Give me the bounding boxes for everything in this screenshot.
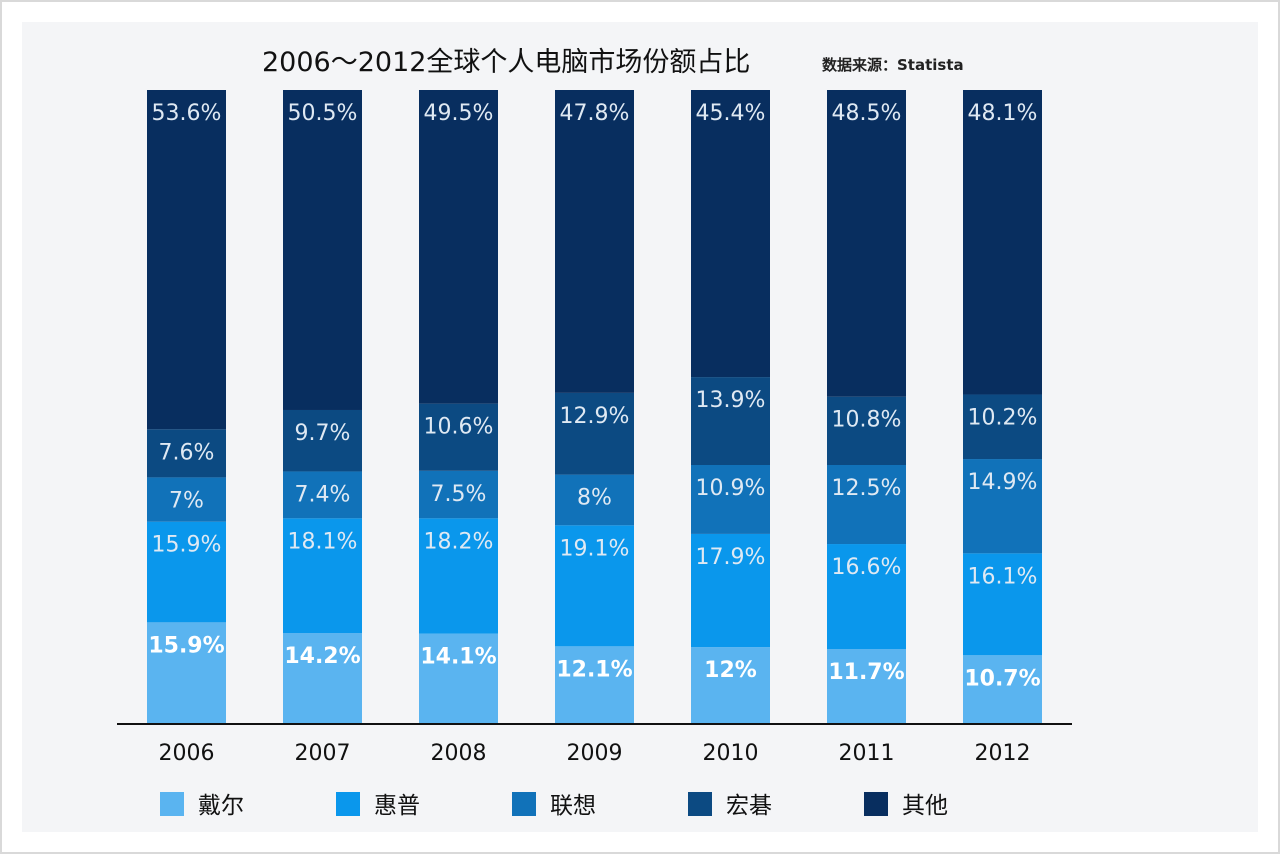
x-tick-label: 2012 xyxy=(975,741,1031,766)
bar-segment-others-2007 xyxy=(283,90,362,410)
bar-segment-acer-2012 xyxy=(963,394,1042,460)
data-label: 8% xyxy=(577,486,612,511)
bar-segment-hp-2011 xyxy=(827,544,906,650)
bar-segment-lenovo-2006 xyxy=(147,477,226,522)
legend-item-others: 其他 xyxy=(864,792,948,819)
data-label: 47.8% xyxy=(560,101,630,126)
data-label: 15.9% xyxy=(152,533,222,558)
bar-segment-dell-2006 xyxy=(147,622,226,723)
chart-source: 数据来源：Statista xyxy=(822,56,964,74)
bar-segment-hp-2007 xyxy=(283,518,362,634)
legend-swatch xyxy=(336,792,360,816)
legend-label: 其他 xyxy=(902,793,948,819)
bar-segment-others-2010 xyxy=(691,90,770,378)
data-label: 50.5% xyxy=(288,101,358,126)
data-label: 10.6% xyxy=(424,415,494,440)
bar-segment-lenovo-2007 xyxy=(283,471,362,519)
legend-swatch xyxy=(160,792,184,816)
bar-segment-hp-2008 xyxy=(419,518,498,634)
bar-segment-acer-2011 xyxy=(827,396,906,465)
x-tick-label: 2006 xyxy=(159,741,215,766)
legend-label: 惠普 xyxy=(374,793,420,819)
legend-item-hp: 惠普 xyxy=(336,792,420,819)
legend-swatch xyxy=(864,792,888,816)
data-label: 12.9% xyxy=(560,404,630,429)
data-label: 11.7% xyxy=(828,660,904,685)
data-label: 15.9% xyxy=(148,633,224,658)
legend-label: 联想 xyxy=(550,793,596,819)
data-label: 7.4% xyxy=(295,482,351,507)
data-label: 13.9% xyxy=(696,388,766,413)
legend-swatch xyxy=(512,792,536,816)
legend-label: 宏碁 xyxy=(726,793,772,819)
legend-swatch xyxy=(688,792,712,816)
data-label: 12% xyxy=(704,658,757,683)
data-label: 49.5% xyxy=(424,101,494,126)
data-label: 16.6% xyxy=(832,555,902,580)
x-tick-label: 2011 xyxy=(839,741,895,766)
bar-segment-others-2008 xyxy=(419,90,498,404)
bar-segment-others-2012 xyxy=(963,90,1042,395)
data-label: 19.1% xyxy=(560,536,630,561)
bar-segment-acer-2007 xyxy=(283,409,362,472)
bar-segment-others-2006 xyxy=(147,90,226,430)
chart-title: 2006～2012全球个人电脑市场份额占比 xyxy=(262,47,750,78)
data-label: 12.5% xyxy=(832,476,902,501)
data-label: 14.1% xyxy=(420,645,496,670)
bar-segment-others-2011 xyxy=(827,90,906,397)
bar-segment-lenovo-2011 xyxy=(827,464,906,545)
legend-item-dell: 戴尔 xyxy=(160,792,244,819)
data-label: 18.2% xyxy=(424,529,494,554)
bar-segment-acer-2010 xyxy=(691,377,770,465)
data-label: 12.1% xyxy=(556,657,632,682)
bar-segment-others-2009 xyxy=(555,90,634,393)
data-label: 10.7% xyxy=(964,666,1040,691)
data-label: 48.5% xyxy=(832,101,902,126)
legend-item-acer: 宏碁 xyxy=(688,792,772,819)
data-label: 7.5% xyxy=(431,482,487,507)
bar-segment-lenovo-2012 xyxy=(963,459,1042,554)
data-label: 14.2% xyxy=(284,644,360,669)
x-tick-label: 2009 xyxy=(567,741,623,766)
data-label: 10.2% xyxy=(968,405,1038,430)
legend-label: 戴尔 xyxy=(198,793,244,819)
bar-segment-hp-2012 xyxy=(963,553,1042,656)
bar-segment-acer-2006 xyxy=(147,429,226,478)
data-label: 45.4% xyxy=(696,101,766,126)
bar-segment-dell-2011 xyxy=(827,649,906,723)
data-label: 53.6% xyxy=(152,101,222,126)
chart-panel xyxy=(22,22,1258,832)
bar-segment-hp-2010 xyxy=(691,533,770,648)
x-tick-label: 2010 xyxy=(703,741,759,766)
legend-item-lenovo: 联想 xyxy=(512,792,596,819)
bar-segment-hp-2009 xyxy=(555,525,634,647)
data-label: 48.1% xyxy=(968,101,1038,126)
data-label: 16.1% xyxy=(968,564,1038,589)
bar-segment-lenovo-2010 xyxy=(691,464,770,534)
bar-segment-hp-2006 xyxy=(147,521,226,623)
data-label: 7.6% xyxy=(159,440,215,465)
data-label: 10.8% xyxy=(832,408,902,433)
data-label: 17.9% xyxy=(696,545,766,570)
bar-segment-dell-2012 xyxy=(963,655,1042,723)
data-label: 9.7% xyxy=(295,421,351,446)
bar-segment-lenovo-2009 xyxy=(555,474,634,526)
data-label: 14.9% xyxy=(968,470,1038,495)
x-tick-label: 2008 xyxy=(431,741,487,766)
data-label: 7% xyxy=(169,488,204,513)
bar-segment-acer-2009 xyxy=(555,392,634,475)
bar-segment-dell-2009 xyxy=(555,646,634,723)
data-label: 10.9% xyxy=(696,476,766,501)
x-tick-label: 2007 xyxy=(295,741,351,766)
bar-segment-dell-2010 xyxy=(691,647,770,723)
bar-segment-lenovo-2008 xyxy=(419,470,498,519)
bar-segment-acer-2008 xyxy=(419,403,498,471)
bar-segment-dell-2007 xyxy=(283,633,362,723)
bar-segment-dell-2008 xyxy=(419,633,498,723)
data-label: 18.1% xyxy=(288,529,358,554)
